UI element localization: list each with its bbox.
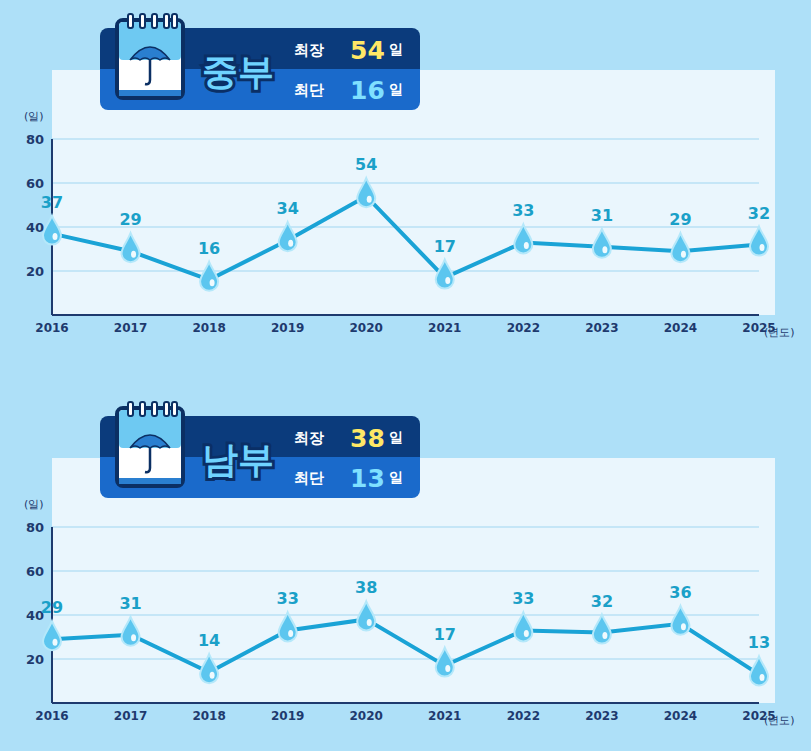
svg-text:2024: 2024 xyxy=(664,709,697,723)
svg-text:32: 32 xyxy=(591,592,613,611)
svg-text:2025: 2025 xyxy=(742,709,775,723)
svg-text:31: 31 xyxy=(591,206,613,225)
svg-text:29: 29 xyxy=(41,598,63,617)
svg-text:80: 80 xyxy=(26,132,44,147)
svg-text:14: 14 xyxy=(198,631,220,650)
svg-text:34: 34 xyxy=(277,199,299,218)
svg-text:33: 33 xyxy=(512,201,534,220)
svg-text:20: 20 xyxy=(26,264,44,279)
html-text:최장: 최장 xyxy=(294,40,324,59)
svg-text:33: 33 xyxy=(512,589,534,608)
svg-text:2020: 2020 xyxy=(350,709,383,723)
svg-text:16: 16 xyxy=(198,239,220,258)
html-text:(년도): (년도) xyxy=(764,714,795,727)
html-text:(일): (일) xyxy=(24,110,44,123)
svg-text:20: 20 xyxy=(26,652,44,667)
svg-text:2018: 2018 xyxy=(192,321,225,335)
svg-text:중부: 중부 xyxy=(202,51,274,92)
svg-text:2018: 2018 xyxy=(192,709,225,723)
svg-text:2022: 2022 xyxy=(507,321,540,335)
svg-text:2022: 2022 xyxy=(507,709,540,723)
svg-text:60: 60 xyxy=(26,176,44,191)
svg-text:2024: 2024 xyxy=(664,321,697,335)
svg-text:13: 13 xyxy=(748,633,770,652)
svg-text:2019: 2019 xyxy=(271,321,304,335)
html-text:16일: 16일 xyxy=(350,75,403,105)
html-text:13일: 13일 xyxy=(350,463,403,493)
html-text:38일: 38일 xyxy=(350,423,403,453)
html-text:(일): (일) xyxy=(24,498,44,511)
svg-text:2019: 2019 xyxy=(271,709,304,723)
svg-text:31: 31 xyxy=(119,594,141,613)
svg-text:40: 40 xyxy=(26,220,44,235)
svg-text:38: 38 xyxy=(355,578,377,597)
svg-text:80: 80 xyxy=(26,520,44,535)
svg-text:32: 32 xyxy=(748,204,770,223)
html-text:최단: 최단 xyxy=(294,80,324,99)
svg-text:2021: 2021 xyxy=(428,709,461,723)
html-text:(년도): (년도) xyxy=(764,326,795,339)
svg-text:2023: 2023 xyxy=(585,321,618,335)
html-text:최장: 최장 xyxy=(294,428,324,447)
svg-text:2020: 2020 xyxy=(350,321,383,335)
html-text:최단: 최단 xyxy=(294,468,324,487)
svg-text:37: 37 xyxy=(41,193,63,212)
svg-text:남부: 남부 xyxy=(202,439,274,480)
svg-text:17: 17 xyxy=(434,625,456,644)
svg-text:2025: 2025 xyxy=(742,321,775,335)
svg-text:33: 33 xyxy=(277,589,299,608)
svg-text:2023: 2023 xyxy=(585,709,618,723)
svg-text:2016: 2016 xyxy=(35,321,68,335)
svg-text:2021: 2021 xyxy=(428,321,461,335)
svg-text:2016: 2016 xyxy=(35,709,68,723)
svg-text:36: 36 xyxy=(669,583,691,602)
svg-text:40: 40 xyxy=(25,607,44,623)
svg-text:2017: 2017 xyxy=(114,321,147,335)
svg-text:2017: 2017 xyxy=(114,709,147,723)
html-text:54일: 54일 xyxy=(350,35,403,65)
svg-text:54: 54 xyxy=(355,155,377,174)
svg-text:29: 29 xyxy=(119,210,141,229)
svg-text:29: 29 xyxy=(669,210,691,229)
svg-text:17: 17 xyxy=(434,237,456,256)
svg-text:60: 60 xyxy=(26,564,44,579)
